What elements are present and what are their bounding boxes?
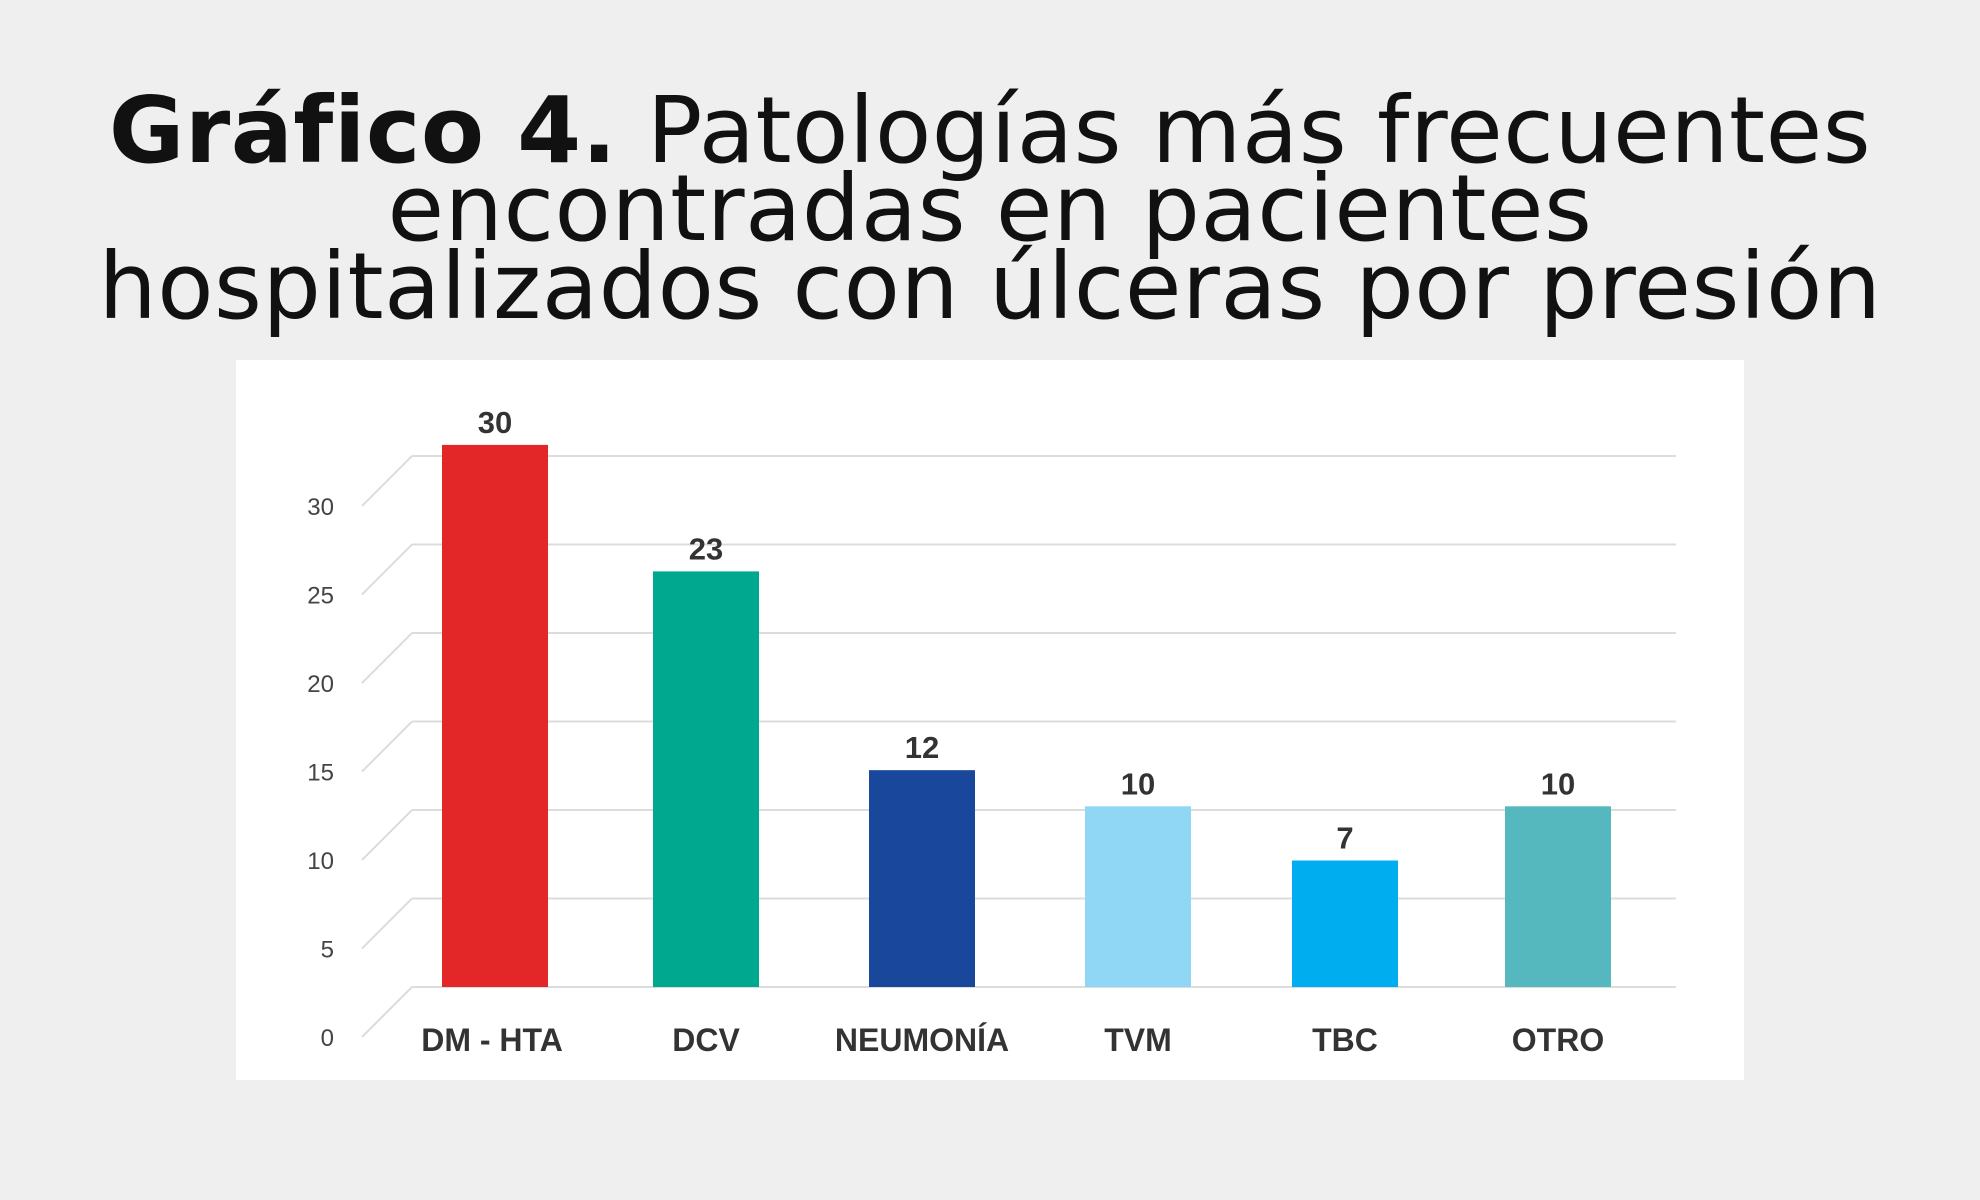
bar (869, 770, 975, 987)
gridline-side (361, 809, 413, 861)
x-tick-label: OTRO (1512, 1022, 1604, 1058)
bar (1085, 806, 1191, 987)
x-tick-label: DM - HTA (421, 1022, 563, 1058)
bar (1292, 860, 1398, 987)
gridline-side (361, 632, 413, 684)
title-line-2: encontradas en pacientes (387, 155, 1593, 262)
title-lead: Gráfico 4. (108, 77, 618, 184)
gridline-side (361, 897, 413, 950)
gridline-side (361, 543, 413, 596)
y-tick-label: 25 (307, 583, 334, 610)
y-tick-label: 5 (321, 937, 334, 964)
y-tick-label: 30 (307, 494, 334, 521)
chart-panel: 0 5 10 15 20 25 30 30 DM - HTA 23 DCV 12 NEUMONÍA 10 T… (236, 360, 1744, 1080)
bar (1505, 806, 1611, 987)
y-tick-label: 10 (307, 848, 334, 875)
x-tick-label: DCV (672, 1022, 740, 1058)
data-label: 10 (1121, 766, 1155, 801)
gridline-side (361, 986, 413, 1038)
bar (653, 571, 759, 987)
y-tick-label: 15 (307, 760, 334, 787)
chart-title: Gráfico 4. Patologías más frecuentes enc… (0, 85, 1980, 340)
bar-chart: 0 5 10 15 20 25 30 30 DM - HTA 23 DCV 12 NEUMONÍA 10 T… (307, 405, 1676, 1058)
bar (442, 444, 548, 987)
data-label: 12 (905, 730, 939, 765)
title-rest: Patologías más frecuentes (617, 77, 1872, 184)
data-label: 30 (478, 405, 512, 440)
data-label: 23 (689, 531, 723, 566)
x-tick-label: NEUMONÍA (835, 1022, 1009, 1058)
x-tick-label: TBC (1312, 1022, 1378, 1058)
title-line-1: Gráfico 4. Patologías más frecuentes (0, 85, 1980, 177)
x-tick-label: TVM (1104, 1022, 1172, 1058)
gridline-side (361, 455, 413, 507)
data-label: 7 (1336, 821, 1353, 856)
y-tick-label: 20 (307, 671, 334, 698)
gridline-side (361, 720, 413, 773)
y-tick-label: 0 (321, 1025, 334, 1052)
title-line-3: hospitalizados con úlceras por presión (98, 233, 1882, 340)
data-label: 10 (1541, 766, 1575, 801)
